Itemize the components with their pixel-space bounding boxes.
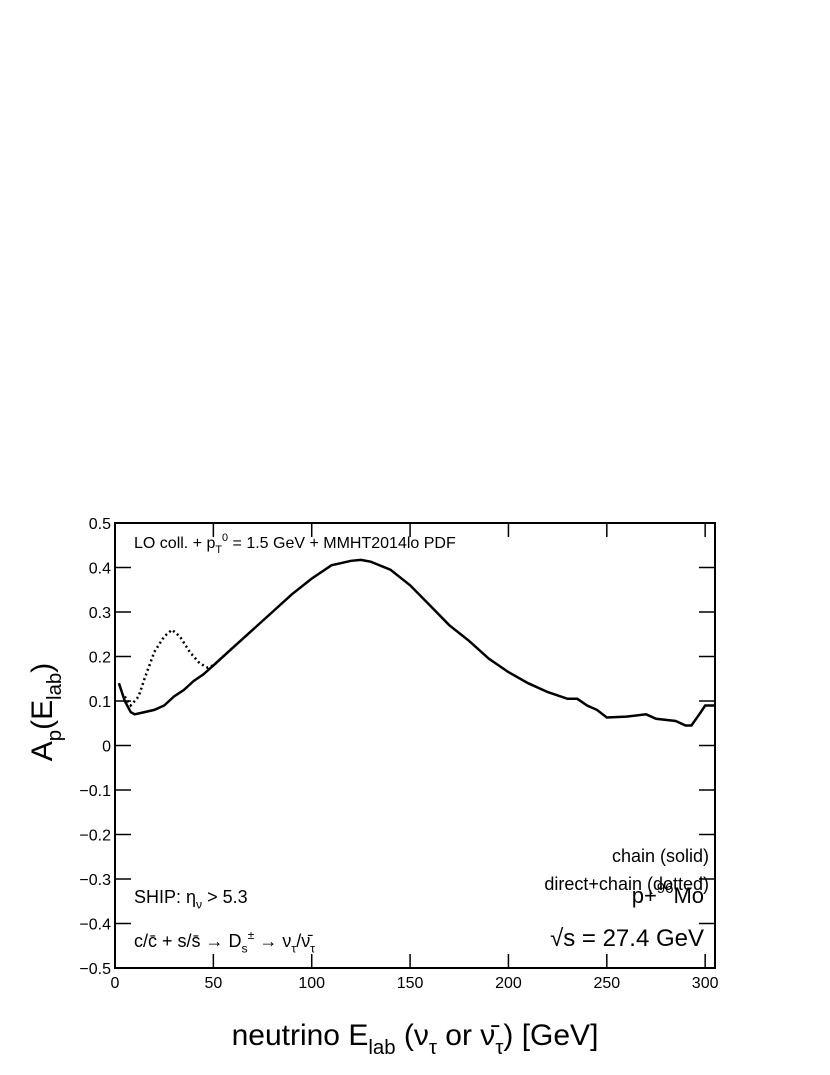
x-axis-label: neutrino Elab (ντ or ν̄τ) [GeV] <box>232 1019 599 1059</box>
text-part: Mo <box>673 883 704 908</box>
text-part: = 1.5 GeV + MMHT2014lo PDF <box>228 535 456 552</box>
x-tick-label: 0 <box>111 975 120 992</box>
y-tick-label: −0.1 <box>79 783 111 800</box>
series-label: chain (solid) <box>612 846 709 866</box>
text-part: ) [GeV] <box>503 1019 598 1052</box>
x-tick-label: 50 <box>204 975 222 992</box>
y-tick-label: −0.3 <box>79 872 111 889</box>
system-label: p+96Mo <box>632 880 704 908</box>
process-label: c/c̄ + s/s̄ → Ds± → ντ/ν̄τ <box>134 928 315 956</box>
text-part: → ν <box>254 931 291 951</box>
text-part: 96 <box>657 880 674 897</box>
y-tick-label: −0.2 <box>79 828 111 845</box>
text-part: 0 <box>222 532 228 544</box>
text-part: A <box>26 741 59 761</box>
text-part: p+ <box>632 883 657 908</box>
data-line <box>123 628 234 708</box>
x-tick-label: 200 <box>495 975 522 992</box>
x-tick-label: 100 <box>298 975 325 992</box>
y-tick-label: 0.4 <box>89 561 111 578</box>
x-tick-label: 150 <box>397 975 424 992</box>
y-tick-label: 0.2 <box>89 650 111 667</box>
data-line <box>117 558 715 727</box>
text-part: neutrino E <box>232 1019 369 1052</box>
text-part: ) <box>26 663 59 673</box>
text-part: c/c̄ + s/s̄ → D <box>134 931 242 951</box>
text-part: ± <box>248 928 255 942</box>
ship-label: SHIP: ην > 5.3 <box>134 887 248 911</box>
series-label: direct+chain (dotted) <box>544 874 709 894</box>
x-tick-label: 300 <box>692 975 719 992</box>
text-part: SHIP: η <box>134 887 196 907</box>
text-part: p <box>44 730 66 741</box>
text-part: lab <box>368 1037 395 1059</box>
energy-label: √s = 27.4 GeV <box>550 925 704 952</box>
text-part: lab <box>44 673 66 700</box>
text-part: τ <box>429 1037 437 1059</box>
text-part: ν <box>196 897 202 911</box>
text-part: τ <box>495 1037 503 1059</box>
y-tick-label: 0.5 <box>89 516 111 533</box>
text-part: τ <box>310 941 315 955</box>
y-axis-label: Ap(Elab) <box>26 663 66 762</box>
text-part: T <box>215 544 222 556</box>
header-text: LO coll. + pT0 = 1.5 GeV + MMHT2014lo PD… <box>134 532 456 556</box>
y-tick-label: 0 <box>102 739 111 756</box>
text-part: or ν̄ <box>437 1019 500 1052</box>
y-tick-label: 0.3 <box>89 605 111 622</box>
text-part: τ <box>291 941 296 955</box>
text-part: (E <box>26 700 59 730</box>
y-tick-label: 0.1 <box>89 694 111 711</box>
text-part: > 5.3 <box>202 887 248 907</box>
y-tick-label: −0.5 <box>79 961 111 978</box>
text-part: LO coll. + p <box>134 535 215 552</box>
text-part: (ν <box>396 1019 429 1052</box>
text-part: /ν̄ <box>296 931 313 951</box>
text-part: s <box>242 941 248 955</box>
y-tick-label: −0.4 <box>79 917 111 934</box>
x-tick-label: 250 <box>593 975 620 992</box>
